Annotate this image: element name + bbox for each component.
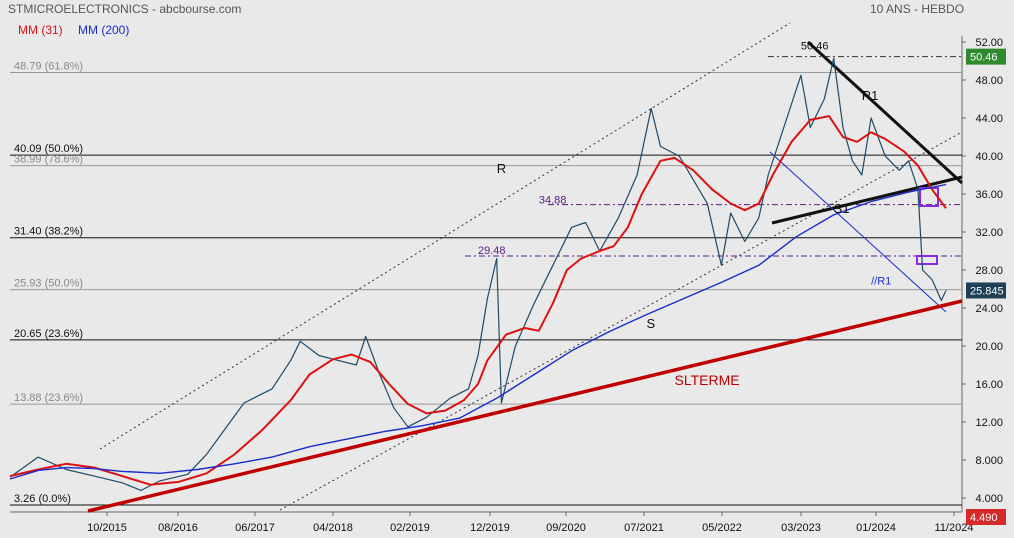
x-tick-label-6: 09/2020 — [546, 522, 586, 534]
level-label-0: 48.79 (61.8%) — [14, 60, 83, 72]
series-line-2 — [9, 183, 947, 480]
annotation-3: S — [646, 316, 655, 331]
x-tick-label-4: 02/2019 — [390, 522, 430, 534]
level-label-4: 25.93 (50.0%) — [14, 278, 83, 290]
low-price-badge: 4.490 — [970, 512, 998, 524]
chart-period: 10 ANS - HEBDO — [870, 2, 965, 16]
y-tick-label-7: 24.00 — [975, 303, 1003, 315]
y-tick-label-8: 20.00 — [975, 341, 1003, 353]
x-tick-label-9: 03/2023 — [781, 522, 821, 534]
high-price-badge-bg — [966, 48, 1006, 65]
level-label-1: 40.09 (50.0%) — [14, 143, 83, 155]
y-tick-label-0: 52.00 — [975, 37, 1003, 49]
x-tick-label-1: 08/2016 — [158, 522, 198, 534]
legend-mm200: MM (200) — [78, 23, 130, 37]
x-tick-label-2: 06/2017 — [235, 522, 275, 534]
annotation-7: 34.88 — [539, 195, 567, 207]
annotation-5: SLTERME — [675, 372, 740, 388]
y-tick-label-9: 16.00 — [975, 379, 1003, 391]
y-tick-label-10: 12.00 — [975, 417, 1003, 429]
y-tick-label-3: 40.00 — [975, 151, 1003, 163]
annotation-2: S1 — [834, 201, 850, 216]
chart-title: STMICROELECTRONICS - abcbourse.com — [8, 2, 242, 16]
x-tick-label-8: 05/2022 — [702, 522, 742, 534]
price-zone-box-upper — [919, 187, 939, 207]
series-line-0 — [9, 57, 947, 491]
price-zone-box-lower — [916, 255, 938, 265]
y-tick-label-11: 8.000 — [975, 455, 1003, 467]
y-tick-label-5: 32.00 — [975, 227, 1003, 239]
channel-upper-line — [99, 22, 791, 450]
series-line-1 — [9, 115, 947, 486]
last-price-badge: 25.845 — [970, 285, 1004, 297]
legend-mm31: MM (31) — [18, 23, 63, 37]
annotation-8: 29.48 — [478, 245, 506, 257]
annotation-4: //R1 — [871, 275, 891, 287]
level-label-3: 31.40 (38.2%) — [14, 226, 83, 238]
annotation-6: 50.46 — [801, 41, 829, 53]
long-term-support-line — [87, 299, 963, 513]
low-price-badge-bg — [966, 509, 1006, 525]
level-label-5: 20.65 (23.6%) — [14, 328, 83, 340]
parallel-r1-line — [769, 151, 947, 313]
x-tick-label-10: 01/2024 — [856, 522, 896, 534]
y-tick-label-2: 44.00 — [975, 113, 1003, 125]
channel-lower-line — [279, 131, 963, 511]
last-price-badge-bg — [966, 282, 1006, 299]
annotation-0: R — [497, 161, 506, 176]
x-tick-label-3: 04/2018 — [313, 522, 353, 534]
level-label-2: 38.99 (78.6%) — [14, 154, 83, 166]
x-tick-label-0: 10/2015 — [87, 522, 127, 534]
x-tick-label-5: 12/2019 — [470, 522, 510, 534]
level-label-7: 3.26 (0.0%) — [14, 493, 71, 505]
y-tick-label-1: 48.00 — [975, 75, 1003, 87]
resistance-r1-line — [806, 40, 964, 185]
annotation-1: R1 — [862, 88, 879, 103]
support-s1-line — [771, 175, 963, 225]
y-tick-label-6: 28.00 — [975, 265, 1003, 277]
level-label-6: 13.88 (23.6%) — [14, 392, 83, 404]
y-tick-label-4: 36.00 — [975, 189, 1003, 201]
x-tick-label-11: 11/2024 — [935, 522, 974, 534]
x-tick-label-7: 07/2021 — [624, 522, 664, 534]
high-price-badge: 50.46 — [970, 52, 998, 64]
y-tick-label-12: 4.000 — [975, 493, 1003, 505]
